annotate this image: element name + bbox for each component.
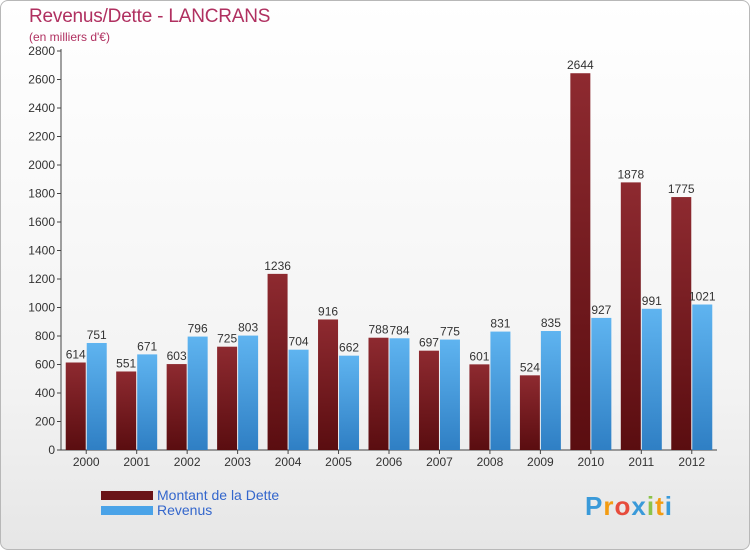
logo-letter: o [614,491,632,521]
data-label-revenus: 704 [289,335,309,349]
x-tick-label: 2002 [174,455,201,469]
y-tick-label: 1000 [28,301,55,315]
data-label-revenus: 671 [137,339,157,353]
data-label-revenus: 1021 [689,290,716,304]
bar-revenus [86,342,107,450]
data-label-revenus: 803 [238,321,258,335]
data-label-revenus: 991 [642,294,662,308]
data-label-revenus: 662 [339,341,359,355]
bar-debt [620,182,641,450]
x-tick-label: 2004 [275,455,302,469]
data-label-debt: 697 [419,336,439,350]
data-label-debt: 601 [469,349,489,363]
logo-letter: P [585,491,604,521]
y-tick-label: 2000 [28,158,55,172]
bar-revenus [641,308,662,450]
y-tick-label: 2800 [28,44,55,58]
y-tick-label: 1200 [28,272,55,286]
data-label-debt: 788 [368,323,388,337]
bar-debt [469,364,490,450]
x-tick-label: 2012 [678,455,705,469]
bar-debt [671,197,692,450]
x-tick-label: 2001 [123,455,150,469]
data-label-revenus: 796 [188,322,208,336]
data-label-revenus: 775 [440,325,460,339]
bar-revenus [591,317,612,450]
chart-title: Revenus/Dette - LANCRANS [29,6,271,27]
data-label-revenus: 835 [541,316,561,330]
chart-subtitle: (en milliers d'€) [29,30,110,44]
data-label-debt: 916 [318,304,338,318]
y-tick-label: 2600 [28,73,55,87]
bar-debt [116,371,137,450]
x-tick-label: 2009 [527,455,554,469]
x-tick-label: 2008 [477,455,504,469]
bar-revenus [389,338,410,450]
legend-item-debt: Montant de la Dette [101,487,279,503]
x-tick-label: 2005 [325,455,352,469]
data-label-debt: 2644 [567,58,594,72]
data-label-debt: 614 [66,348,86,362]
data-label-revenus: 831 [490,317,510,331]
bar-revenus [540,331,561,450]
bar-debt [418,350,439,450]
bar-debt [318,319,339,450]
legend-item-revenus: Revenus [101,502,212,518]
data-label-debt: 551 [116,356,136,370]
legend-label-debt: Montant de la Dette [157,487,280,503]
x-tick-label: 2011 [628,455,654,469]
logo-letter: r [603,491,615,521]
bar-revenus [692,304,713,450]
data-label-debt: 725 [217,332,237,346]
data-label-debt: 524 [520,360,540,374]
proxiti-logo: Proxiti [585,491,673,522]
bar-debt [166,364,187,450]
data-label-debt: 1775 [668,182,695,196]
x-tick-label: 2010 [577,455,604,469]
bar-revenus [238,335,259,450]
logo-letter: i [646,491,656,521]
bar-revenus [137,354,158,450]
y-tick-label: 1800 [28,187,55,201]
y-tick-label: 1400 [28,244,55,258]
x-tick-label: 2006 [376,455,403,469]
y-tick-label: 200 [35,415,55,429]
bar-debt [519,375,540,450]
data-label-debt: 603 [167,349,187,363]
logo-letter: x [631,491,647,521]
data-label-revenus: 784 [389,323,409,337]
y-tick-label: 2400 [28,101,55,115]
bar-debt [267,273,288,450]
y-tick-label: 0 [48,443,55,457]
bar-debt [65,362,86,450]
bar-revenus [187,336,208,450]
y-tick-label: 600 [35,358,55,372]
logo-letter: t [655,491,665,521]
legend-swatch-revenus [101,505,153,515]
bar-revenus [490,331,511,450]
data-label-debt: 1878 [617,167,644,181]
data-label-revenus: 927 [591,303,611,317]
y-tick-label: 1600 [28,215,55,229]
y-tick-label: 400 [35,386,55,400]
bar-revenus [288,349,309,450]
logo-letter: i [664,491,673,521]
legend-swatch-debt [101,490,153,500]
data-label-debt: 1236 [264,259,291,273]
bar-revenus [439,339,460,450]
x-tick-label: 2007 [426,455,453,469]
x-tick-label: 2003 [224,455,251,469]
y-tick-label: 800 [35,329,55,343]
legend-label-revenus: Revenus [157,502,213,518]
bar-debt [368,337,389,450]
y-tick-label: 2200 [28,130,55,144]
data-label-revenus: 751 [87,328,107,342]
x-tick-label: 2000 [73,455,100,469]
bar-debt [570,73,591,450]
bar-debt [217,346,238,450]
bar-revenus [339,355,360,450]
